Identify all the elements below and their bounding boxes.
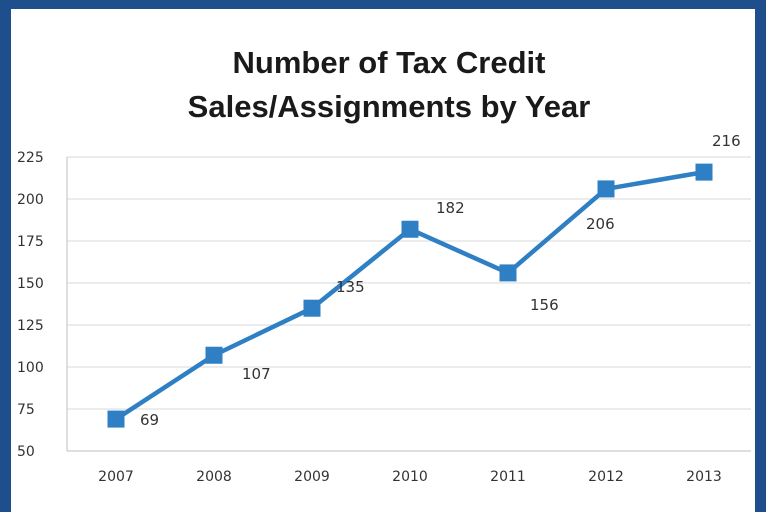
- x-tick-label: 2013: [686, 469, 722, 485]
- y-tick-label: 100: [17, 360, 44, 376]
- series-markers: [107, 163, 713, 428]
- line-chart: Number of Tax Credit Sales/Assignments b…: [17, 45, 751, 485]
- data-label: 182: [436, 199, 465, 217]
- y-tick-label: 175: [17, 234, 44, 250]
- data-point-marker: [401, 220, 419, 238]
- data-point-marker: [205, 346, 223, 364]
- data-point-marker: [107, 410, 125, 428]
- y-tick-label: 200: [17, 192, 44, 208]
- data-label: 135: [336, 278, 365, 296]
- y-tick-label: 75: [17, 402, 35, 418]
- data-label: 156: [530, 296, 559, 314]
- y-tick-label: 150: [17, 276, 44, 292]
- data-point-marker: [695, 163, 713, 181]
- x-tick-label: 2010: [392, 469, 428, 485]
- chart-title-line-2: Sales/Assignments by Year: [188, 89, 591, 124]
- data-label: 69: [140, 411, 159, 429]
- x-tick-label: 2012: [588, 469, 624, 485]
- axes: 50 75 100 125 150 175 200 225 2007 2008 2009 2010 20…: [17, 150, 751, 485]
- y-tick-label: 225: [17, 150, 44, 166]
- data-label: 216: [712, 132, 741, 150]
- chart-panel: Number of Tax Credit Sales/Assignments b…: [11, 9, 755, 512]
- chart-title-line-1: Number of Tax Credit: [233, 45, 546, 80]
- data-label: 107: [242, 365, 271, 383]
- data-point-marker: [303, 299, 321, 317]
- y-tick-label: 125: [17, 318, 44, 334]
- x-tick-label: 2009: [294, 469, 330, 485]
- x-tick-label: 2011: [490, 469, 526, 485]
- data-label: 206: [586, 215, 615, 233]
- data-labels: 69 107 135 182 156 206 216: [140, 132, 741, 429]
- gridlines: [67, 156, 751, 410]
- data-point-marker: [597, 180, 615, 198]
- x-tick-label: 2008: [196, 469, 232, 485]
- x-tick-label: 2007: [98, 469, 134, 485]
- series-line: [113, 169, 707, 422]
- y-tick-label: 50: [17, 444, 35, 460]
- series-line-path: [113, 169, 707, 422]
- data-point-marker: [499, 264, 517, 282]
